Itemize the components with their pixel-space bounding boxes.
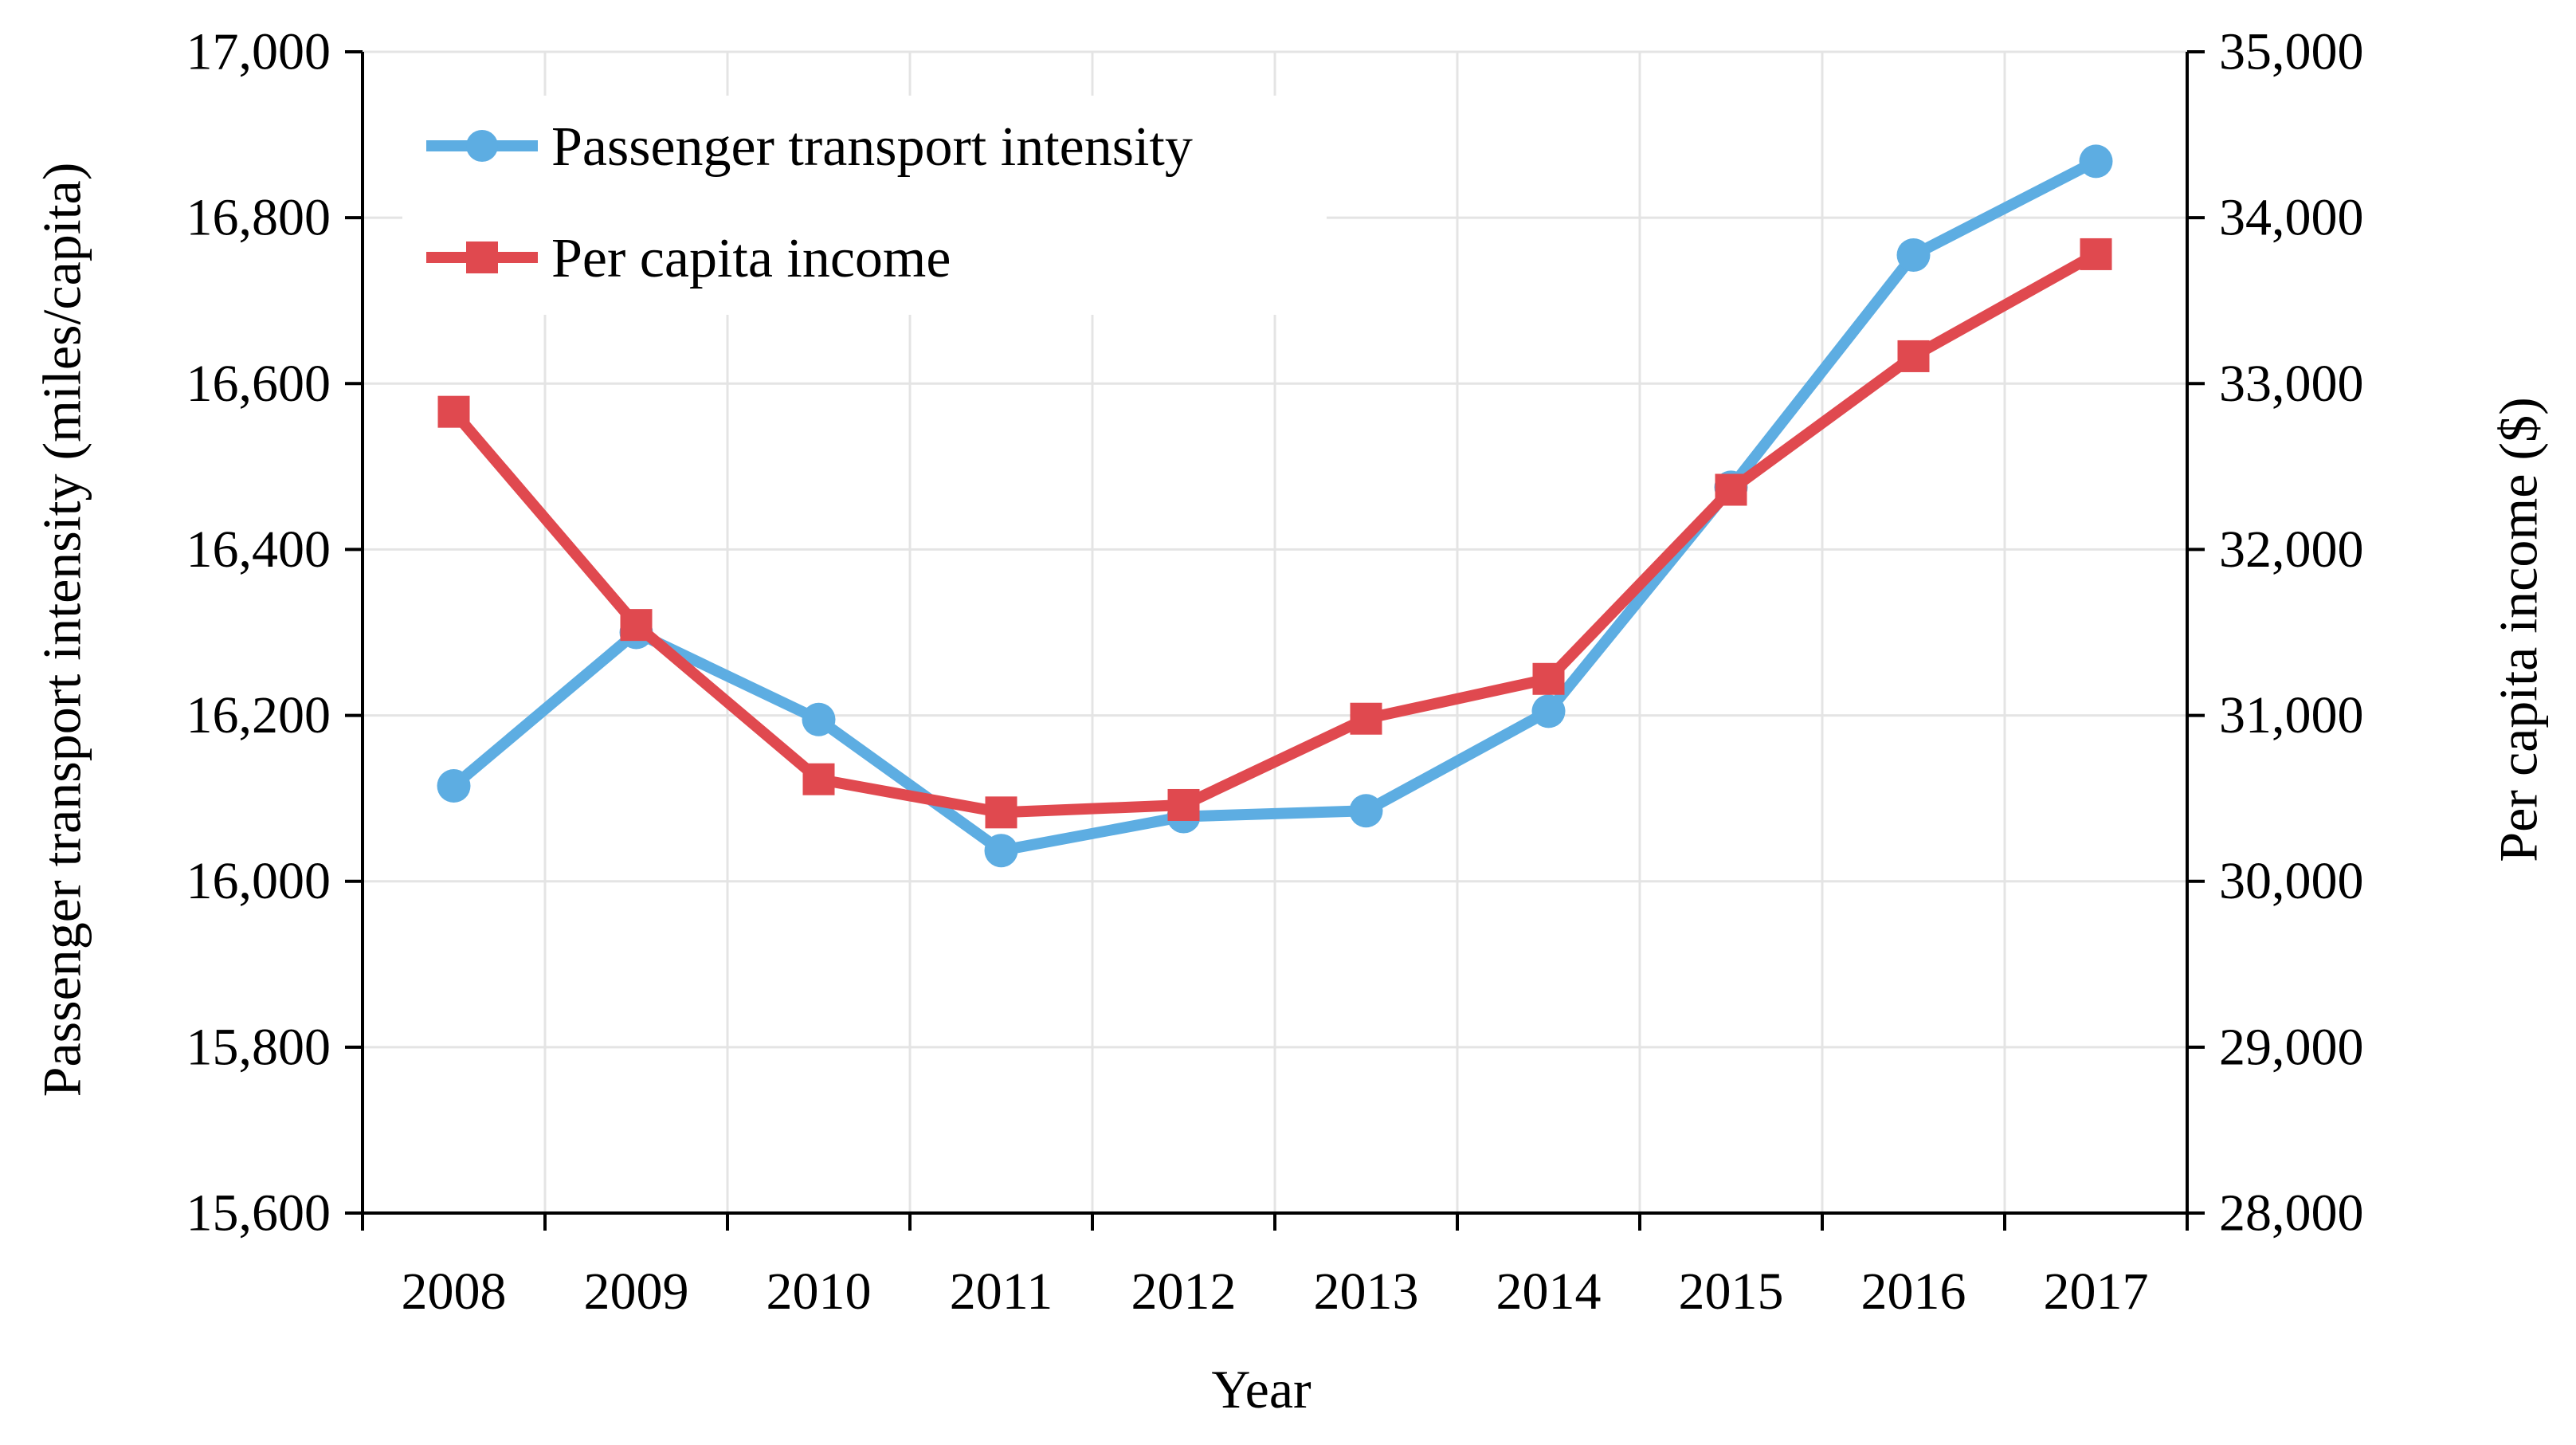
- y-right-tick-label: 28,000: [2219, 1184, 2364, 1243]
- data-point-income: [1532, 662, 1565, 695]
- legend-marker-income: [466, 241, 498, 273]
- series-line-income: [448, 248, 2102, 819]
- y-right-tick-label: 34,000: [2219, 189, 2364, 247]
- x-tick-label: 2013: [1314, 1262, 1419, 1321]
- data-point-passenger: [984, 834, 1018, 868]
- x-tick-label: 2014: [1496, 1262, 1602, 1321]
- y-right-tick-label: 35,000: [2219, 23, 2364, 81]
- series-layer: [437, 144, 2113, 868]
- data-point-passenger: [802, 702, 836, 736]
- x-tick-label: 2012: [1131, 1262, 1237, 1321]
- data-point-income: [2080, 238, 2112, 270]
- y-axis-left-title: Passenger transport intensity (miles/cap…: [32, 163, 92, 1097]
- data-point-income: [1897, 340, 1930, 372]
- data-point-income: [437, 395, 470, 428]
- y-right-tick-label: 32,000: [2219, 520, 2364, 579]
- data-point-passenger: [1531, 694, 1566, 728]
- x-tick-label: 2015: [1679, 1262, 1784, 1321]
- x-tick-label: 2008: [402, 1262, 507, 1321]
- data-point-passenger: [1896, 238, 1931, 272]
- legend-background: [402, 96, 1327, 315]
- axes: 15,600 15,800 16,000 16,200 16,400 16,600 16,8…: [186, 23, 2364, 1321]
- data-point-income: [1350, 702, 1382, 735]
- legend-marker-passenger: [466, 130, 498, 162]
- y-axis-right-title: Per capita income ($): [2488, 397, 2549, 862]
- data-point-income: [985, 796, 1017, 829]
- y-left-tick-label: 16,200: [186, 686, 331, 744]
- y-left-tick-label: 15,800: [186, 1018, 331, 1076]
- data-point-income: [802, 763, 835, 795]
- x-tick-label: 2010: [767, 1262, 872, 1321]
- data-point-income: [620, 609, 653, 642]
- y-left-tick-label: 16,800: [186, 189, 331, 247]
- data-point-passenger: [1349, 794, 1383, 828]
- x-tick-label: 2016: [1861, 1262, 1966, 1321]
- series-line-passenger: [448, 155, 2102, 857]
- x-axis-title: Year: [1211, 1359, 1312, 1419]
- x-tick-label: 2017: [2044, 1262, 2149, 1321]
- data-point-income: [1715, 473, 1747, 506]
- legend: Passenger transport intensity Per capita…: [402, 96, 1327, 315]
- y-left-tick-label: 16,400: [186, 520, 331, 579]
- legend-label-income: Per capita income: [551, 228, 951, 289]
- data-point-passenger: [437, 769, 471, 803]
- y-right-tick-label: 30,000: [2219, 852, 2364, 910]
- x-tick-label: 2009: [584, 1262, 689, 1321]
- y-right-tick-label: 33,000: [2219, 355, 2364, 413]
- data-point-income: [1167, 788, 1200, 821]
- y-right-tick-label: 29,000: [2219, 1018, 2364, 1076]
- data-point-passenger: [2079, 144, 2113, 179]
- y-right-tick-label: 31,000: [2219, 686, 2364, 744]
- x-tick-label: 2011: [950, 1262, 1053, 1321]
- legend-label-passenger: Passenger transport intensity: [551, 116, 1193, 178]
- y-left-tick-label: 17,000: [186, 23, 331, 81]
- y-left-tick-label: 16,000: [186, 852, 331, 910]
- y-left-tick-label: 15,600: [186, 1184, 331, 1243]
- y-left-tick-label: 16,600: [186, 355, 331, 413]
